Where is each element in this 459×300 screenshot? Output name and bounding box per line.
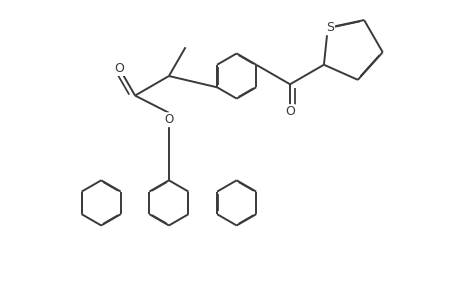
Text: S: S [325, 21, 333, 34]
Text: O: O [285, 105, 294, 118]
Text: O: O [164, 113, 173, 126]
Text: O: O [114, 62, 124, 75]
